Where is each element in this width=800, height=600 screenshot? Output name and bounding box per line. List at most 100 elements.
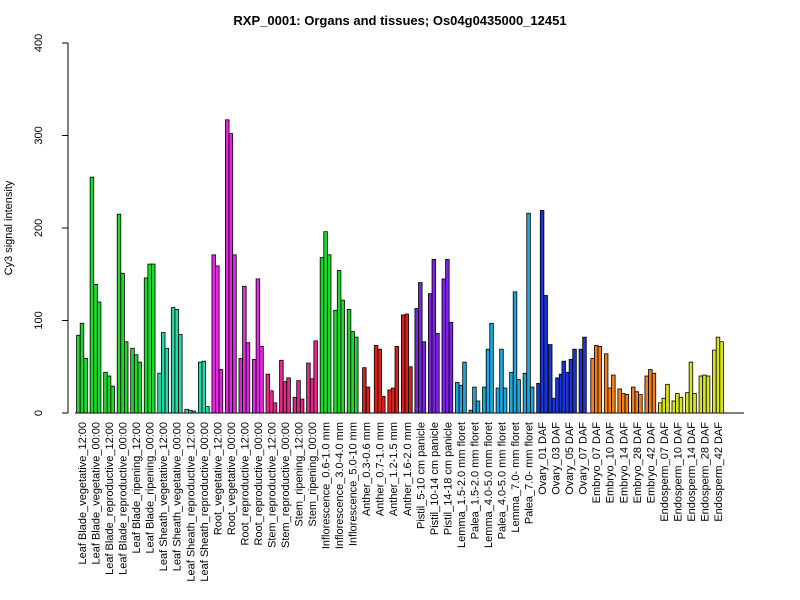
bar (648, 369, 653, 414)
bar (502, 387, 508, 414)
bar (516, 379, 521, 414)
bar (201, 360, 206, 414)
chart-title: RXP_0001: Organs and tissues; Os04g04350… (233, 13, 566, 28)
y-axis-label: Cy3 signal intensity (3, 180, 15, 275)
bar (536, 382, 541, 414)
bar (499, 348, 504, 414)
x-category-label: Inflorescence_3.0-4.0 mm (334, 422, 346, 549)
bar (245, 342, 251, 414)
x-category-label: Pistil_5-10 cm panicle (415, 422, 427, 529)
bar (665, 383, 670, 414)
x-category-label: Leaf Blade_reproductive_12:00 (104, 422, 116, 575)
bar (688, 361, 694, 414)
bar (137, 361, 142, 414)
bar (336, 270, 342, 414)
x-category-label: Palea_1.5-2.0 mm floret (469, 422, 481, 539)
x-category-label: Anther_0.7-1.0 mm (375, 422, 387, 516)
x-category-label: Endosperm_28 DAF (699, 422, 711, 522)
bar (354, 336, 359, 414)
x-category-label: Stem_ripening_12:00 (294, 422, 306, 527)
bar (692, 393, 697, 414)
x-category-label: Stem_reproductive_00:00 (280, 422, 292, 548)
bar (103, 371, 108, 414)
x-category-label: Anther_1.6-2.0 mm (402, 422, 414, 516)
bar (607, 387, 612, 414)
bar (455, 382, 460, 414)
bar (555, 377, 560, 414)
bar (621, 393, 626, 414)
bar (594, 345, 599, 414)
bar (404, 313, 409, 414)
bar (448, 321, 454, 414)
bar (387, 389, 392, 414)
bar (572, 348, 577, 414)
bar (634, 391, 640, 414)
bar (522, 372, 528, 414)
x-category-label: Leaf Sheath_vegetative_12:00 (158, 422, 170, 571)
bar (509, 371, 514, 414)
x-category-label: Leaf Blade_vegetative_00:00 (91, 422, 103, 565)
bar (242, 285, 247, 414)
bar (485, 348, 491, 414)
bar (151, 263, 156, 414)
bar (408, 366, 413, 414)
bar (133, 354, 139, 414)
x-category-label: Endosperm_07 DAF (659, 422, 671, 522)
bar (174, 308, 179, 414)
bar (373, 345, 379, 414)
bar (272, 402, 278, 414)
bar (299, 398, 305, 414)
y-tick-label: 400 (33, 34, 45, 52)
bar (252, 358, 257, 414)
bar (644, 375, 649, 414)
bar (391, 387, 396, 414)
x-category-label: Embryo_10 DAF (605, 422, 617, 504)
bar (582, 336, 587, 414)
bar (184, 408, 189, 414)
bar (279, 359, 284, 414)
x-category-label: Root_vegetative_00:00 (226, 422, 238, 535)
bar (225, 119, 230, 414)
bar (79, 322, 85, 414)
bar (394, 345, 400, 414)
bar (106, 375, 112, 414)
bar (120, 272, 125, 414)
bar (160, 332, 166, 414)
x-category-label: Leaf Blade_ripening_00:00 (145, 422, 157, 554)
bar (110, 385, 115, 414)
bar (705, 375, 711, 414)
bar (489, 322, 494, 414)
x-category-label: Lemma_7.0- mm floret (510, 422, 522, 533)
bar (313, 340, 318, 414)
x-category-label: Leaf Blade_vegetative_12:00 (77, 422, 89, 565)
bar (482, 386, 487, 414)
bar (333, 309, 338, 414)
x-category-label: Endosperm_42 DAF (713, 422, 725, 522)
x-category-label: Ovary_01 DAF (537, 422, 549, 495)
bar (539, 210, 545, 414)
x-category-label: Inflorescence_5.0-10 mm (348, 422, 360, 546)
bar (421, 341, 427, 414)
bar (205, 406, 210, 414)
bar (441, 278, 446, 414)
bar (346, 308, 352, 414)
x-category-label: Embryo_14 DAF (618, 422, 630, 504)
x-category-label: Anther_0.3-0.6 mm (361, 422, 373, 516)
bar (164, 347, 169, 414)
bar (561, 360, 566, 414)
bars (76, 119, 724, 414)
bar (661, 397, 667, 414)
bar (529, 386, 535, 414)
bar (675, 393, 680, 414)
bar (712, 349, 717, 414)
bar (431, 259, 437, 414)
x-category-label: Ovary_03 DAF (551, 422, 563, 495)
x-category-label: Leaf Sheath_reproductive_00:00 (199, 422, 211, 582)
x-category-label: Palea_4.0-5.0 mm floret (496, 422, 508, 539)
bar (228, 133, 234, 414)
bar (309, 378, 315, 414)
bar (170, 307, 176, 414)
bar (468, 409, 474, 414)
bar (218, 369, 224, 414)
